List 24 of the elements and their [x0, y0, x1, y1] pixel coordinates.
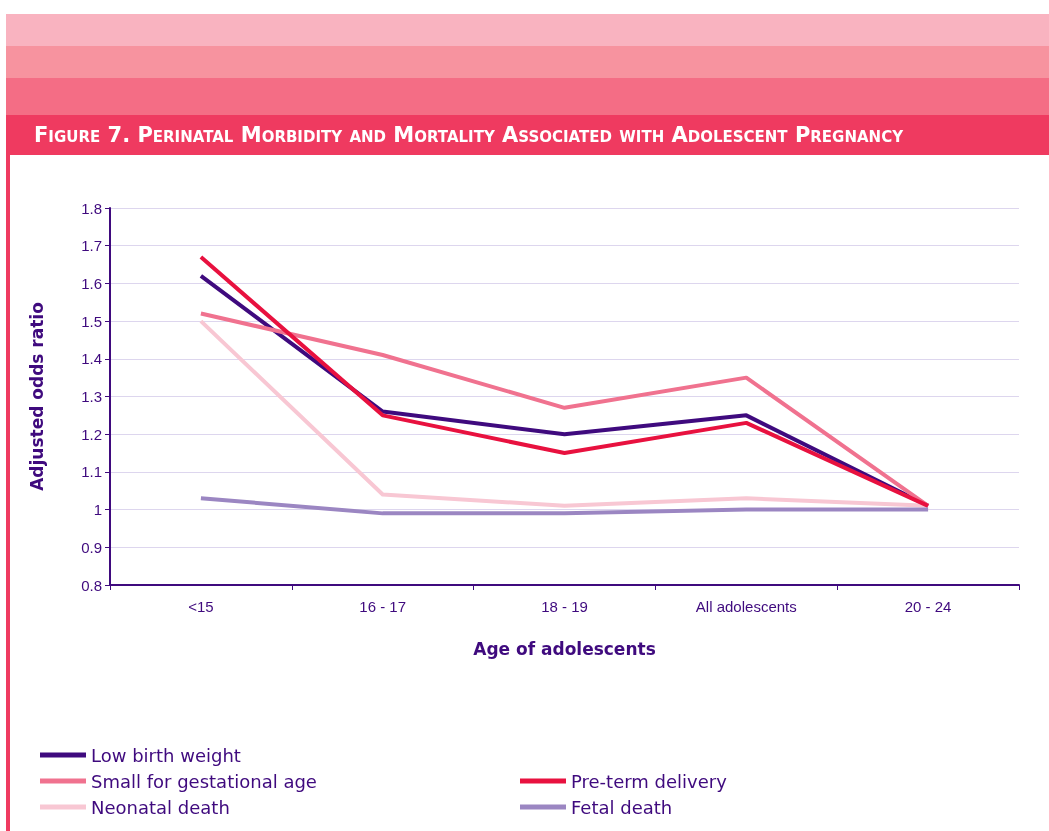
- y-tick-label: 1.1: [81, 463, 102, 481]
- y-tick-label: 1.4: [81, 350, 102, 368]
- chart-title: Figure 7. Perinatal Morbidity and Mortality Associated with Adolescent Pregnancy: [6, 115, 1049, 155]
- y-tick-label: 1.7: [81, 237, 102, 255]
- y-axis-title: Adjusted odds ratio: [26, 302, 47, 491]
- y-tick-label: 1.2: [81, 425, 102, 443]
- x-tick-label: <15: [188, 598, 214, 615]
- x-tick-label: 18 - 19: [541, 598, 588, 615]
- y-tick-label: 1.8: [81, 199, 102, 217]
- x-tick-label: 20 - 24: [904, 598, 952, 615]
- x-axis-title: Age of adolescents: [473, 638, 656, 659]
- legend-label: Small for gestational age: [91, 770, 317, 792]
- legend-label: Low birth weight: [91, 744, 241, 766]
- y-tick-label: 1.6: [81, 274, 102, 292]
- x-tick-label: 16 - 17: [359, 598, 407, 615]
- x-tick-label: All adolescents: [695, 598, 797, 615]
- y-tick-label: 1.5: [81, 312, 102, 330]
- y-tick-label: 0.9: [81, 538, 102, 556]
- legend-label: Neonatal death: [91, 796, 230, 818]
- legend-label: Fetal death: [571, 796, 673, 818]
- y-tick-label: 1: [93, 501, 102, 519]
- legend-label: Pre-term delivery: [571, 770, 728, 792]
- y-tick-label: 1.3: [81, 388, 102, 405]
- y-tick-label: 0.8: [81, 576, 102, 594]
